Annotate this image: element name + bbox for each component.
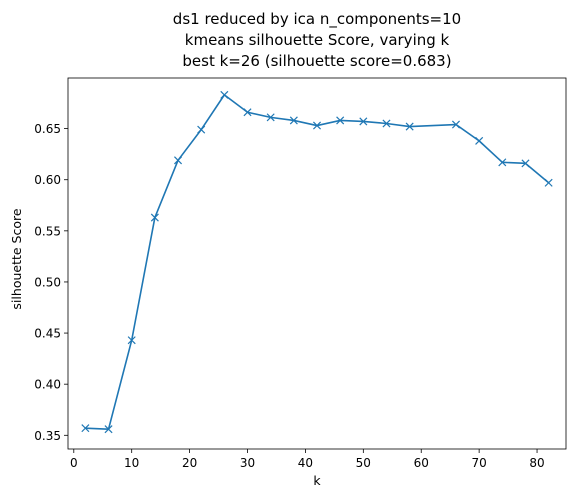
x-tick-label: 50 (356, 456, 371, 470)
x-axis-label: k (313, 473, 321, 488)
data-point-marker (220, 90, 229, 99)
x-tick-label: 60 (414, 456, 429, 470)
y-tick-label: 0.45 (34, 327, 61, 341)
x-tick-label: 40 (298, 456, 313, 470)
data-point-marker (289, 116, 298, 125)
x-tick-label: 70 (471, 456, 486, 470)
data-point-marker (451, 120, 461, 129)
x-tick-label: 30 (240, 456, 255, 470)
data-point-marker (475, 136, 484, 145)
plot-frame (67, 77, 567, 450)
data-point-marker (498, 158, 507, 167)
data-point-marker (521, 159, 530, 168)
x-tick-label: 10 (124, 456, 139, 470)
chart-title-line-1: ds1 reduced by ica n_components=10 (173, 10, 461, 29)
data-point-marker (243, 108, 252, 117)
data-series (81, 90, 553, 434)
y-tick-label: 0.40 (34, 378, 61, 392)
data-point-marker (173, 156, 183, 165)
data-point-marker (150, 213, 159, 222)
y-tick-label: 0.50 (34, 275, 61, 289)
data-point-marker (266, 113, 275, 122)
y-axis-ticks: 0.35 0.40 0.45 0.50 0.55 0.60 0.65 (34, 122, 68, 443)
y-tick-label: 0.35 (34, 429, 61, 443)
y-tick-label: 0.55 (34, 224, 61, 238)
data-point-marker (197, 125, 206, 134)
data-point-marker (81, 424, 90, 433)
y-axis-label: silhouette Score (9, 208, 24, 309)
data-point-marker (405, 122, 414, 131)
x-tick-label: 80 (529, 456, 544, 470)
data-point-marker (312, 121, 322, 130)
x-tick-label: 20 (182, 456, 197, 470)
data-point-marker (127, 336, 136, 345)
data-point-marker (382, 119, 391, 128)
data-point-marker (104, 425, 113, 434)
series-line (85, 94, 550, 430)
y-tick-label: 0.65 (34, 122, 61, 136)
chart-title-line-3: best k=26 (silhouette score=0.683) (182, 52, 451, 70)
x-tick-label: 0 (70, 456, 78, 470)
chart-title-line-2: kmeans silhouette Score, varying k (185, 31, 450, 49)
x-axis-ticks: 0 10 20 30 40 50 60 70 80 (70, 449, 545, 470)
y-tick-label: 0.60 (34, 173, 61, 187)
data-point-marker (544, 178, 553, 187)
data-point-marker (336, 116, 345, 125)
data-point-marker (359, 117, 368, 126)
chart-title: ds1 reduced by ica n_components=10 kmean… (173, 10, 461, 70)
